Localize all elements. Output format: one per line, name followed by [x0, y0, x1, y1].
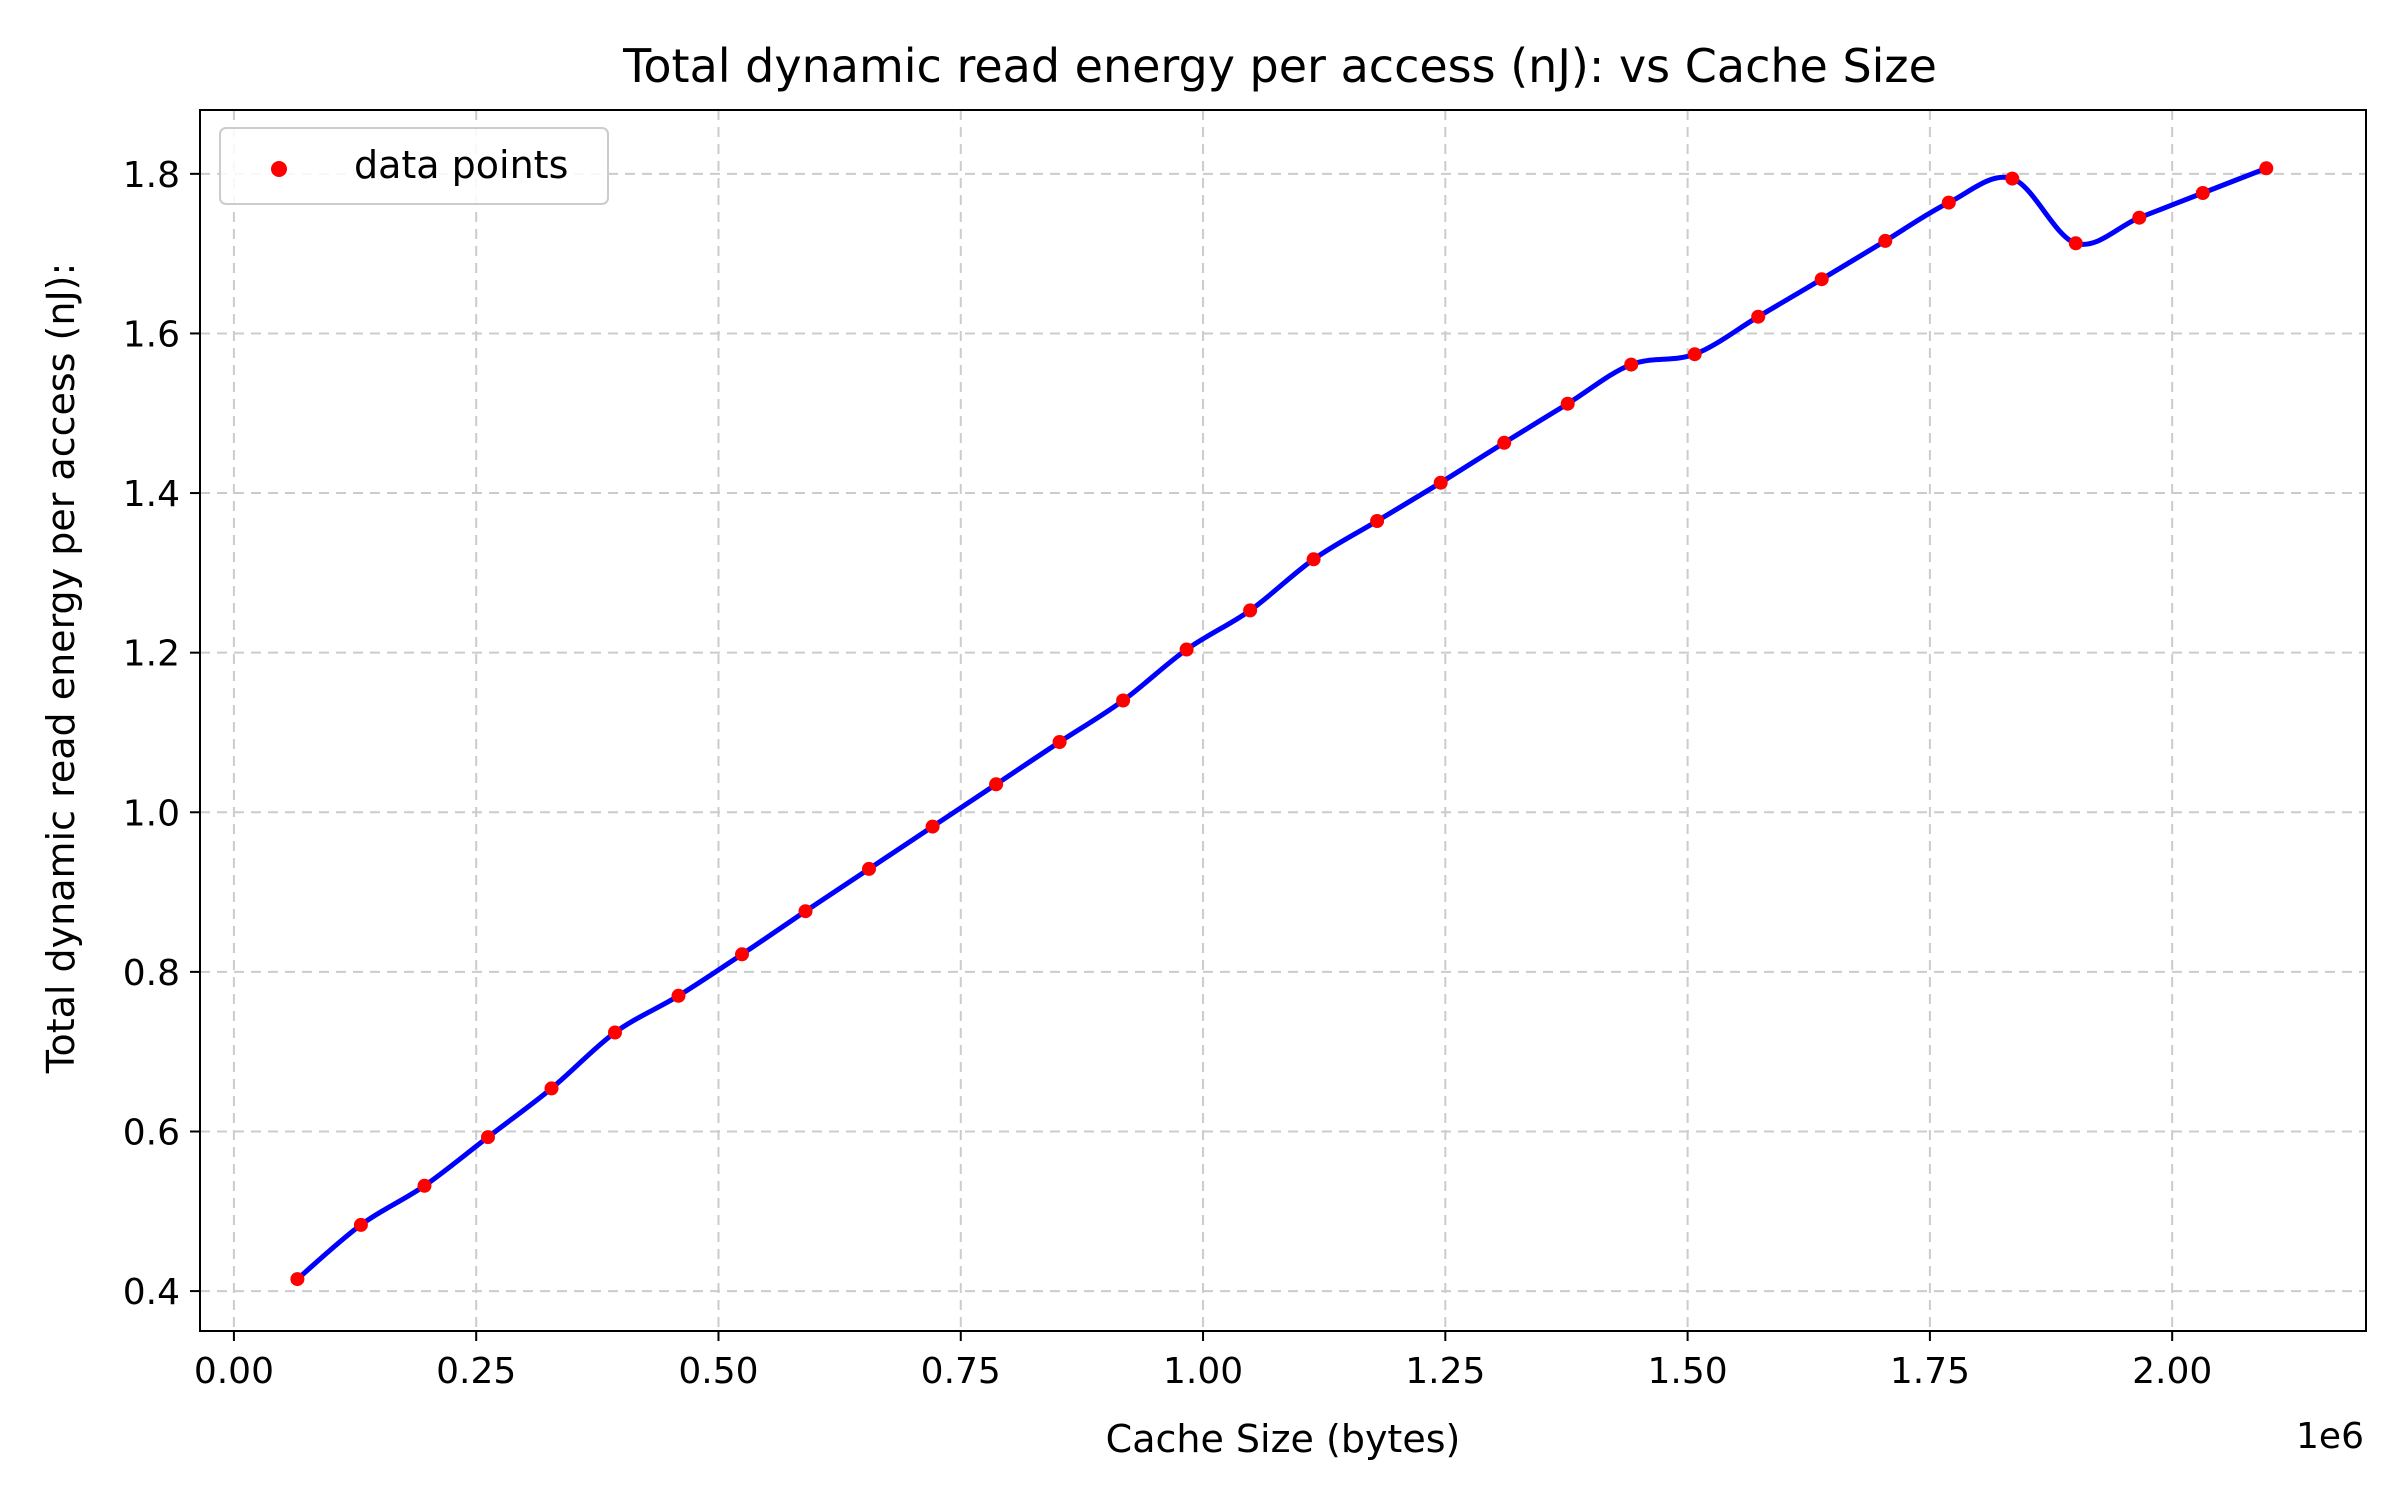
y-tick-label: 0.8: [123, 953, 180, 994]
data-point: [353, 1217, 368, 1232]
series-line: [294, 165, 2269, 1282]
grid: [200, 110, 2366, 1331]
data-point: [1433, 475, 1448, 490]
x-tick-label: 1.75: [1890, 1351, 1970, 1392]
y-tick-label: 1.8: [123, 155, 180, 196]
x-tick-label: 0.25: [436, 1351, 516, 1392]
data-point: [2068, 236, 2083, 251]
data-point: [2195, 186, 2210, 200]
x-tick-label: 1.50: [1648, 1351, 1728, 1392]
data-point: [1687, 347, 1702, 362]
legend-label: data points: [354, 143, 568, 187]
chart-title: Total dynamic read energy per access (nJ…: [622, 39, 1937, 93]
legend-box: [219, 127, 609, 205]
plot-frame: [199, 109, 2367, 1332]
y-axis: 0.4 0.6 0.8 1.0 1.2 1.4 1.6 1.8: [123, 155, 200, 1313]
y-axis-title: Total dynamic read energy per access (nJ…: [39, 263, 83, 1075]
data-point: [544, 1081, 559, 1096]
x-tick-label: 1.25: [1405, 1351, 1485, 1392]
x-tick-label: 1.00: [1163, 1351, 1243, 1392]
data-point: [1052, 735, 1067, 749]
data-point: [481, 1130, 495, 1145]
data-point: [1116, 693, 1131, 708]
data-point: [1243, 603, 1258, 618]
data-point: [608, 1025, 622, 1040]
data-point: [417, 1178, 432, 1193]
x-axis: 0.00 0.25 0.50 0.75 1.00 1.25 1.50 1.75 2.00: [194, 1331, 2212, 1392]
data-point: [735, 947, 749, 962]
data-point: [925, 819, 940, 834]
series-line-layer: [294, 165, 2269, 1282]
data-point: [1751, 309, 1766, 324]
data-point: [290, 1272, 305, 1287]
x-tick-label: 2.00: [2132, 1351, 2212, 1392]
x-tick-label: 0.75: [921, 1351, 1001, 1392]
data-point: [1497, 435, 1512, 450]
y-tick-label: 1.4: [123, 474, 180, 515]
data-point: [1624, 357, 1639, 372]
data-point: [1814, 272, 1829, 287]
data-point: [1306, 552, 1321, 567]
x-axis-offset-label: 1e6: [2296, 1416, 2364, 1457]
x-axis-title: Cache Size (bytes): [1106, 1417, 1461, 1461]
data-point: [989, 777, 1004, 792]
data-point: [671, 988, 686, 1003]
data-point: [862, 861, 876, 876]
data-point: [1179, 642, 1194, 657]
x-tick-label: 0.50: [678, 1351, 758, 1392]
data-point: [798, 904, 813, 919]
data-point: [1878, 233, 1893, 248]
legend-marker: [271, 161, 287, 177]
data-point: [1941, 195, 1956, 210]
y-tick-label: 1.6: [123, 314, 180, 355]
data-point: [2259, 161, 2274, 176]
data-point: [1560, 396, 1575, 411]
y-tick-label: 1.2: [123, 634, 180, 675]
data-point: [2132, 210, 2147, 225]
legend: data points: [219, 127, 609, 205]
y-tick-label: 0.4: [123, 1272, 180, 1313]
y-tick-label: 1.0: [123, 793, 180, 834]
x-tick-label: 0.00: [194, 1351, 274, 1392]
data-points-layer: [290, 161, 2274, 1287]
data-point: [1370, 514, 1385, 528]
y-tick-label: 0.6: [123, 1112, 180, 1153]
data-point: [2005, 171, 2020, 186]
